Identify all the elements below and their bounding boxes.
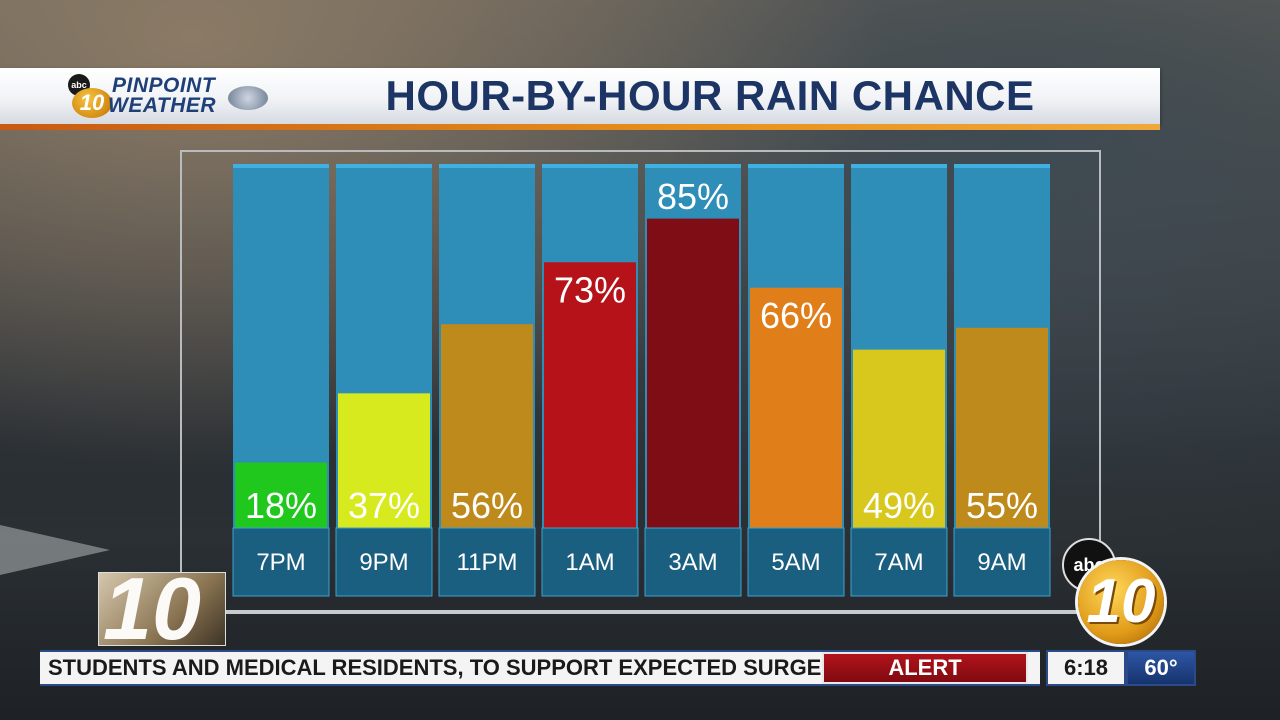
logo-line2: WEATHER <box>108 94 217 117</box>
category-label: 1AM <box>565 549 614 576</box>
bar-column-top-edge <box>542 164 638 168</box>
bar <box>441 324 533 528</box>
value-label: 73% <box>554 269 626 310</box>
category-band <box>232 527 330 597</box>
value-label: 66% <box>760 295 832 336</box>
value-label: 18% <box>245 485 317 526</box>
ten-logo-icon: 10 <box>72 88 112 118</box>
ticker-text: STUDENTS AND MEDICAL RESIDENTS, TO SUPPO… <box>48 655 828 680</box>
bar-column-top-edge <box>851 164 947 168</box>
chart-frame-base <box>180 610 1101 614</box>
category-band <box>644 527 742 597</box>
value-label: 55% <box>966 485 1038 526</box>
title-banner <box>0 68 1160 124</box>
value-label: 85% <box>657 176 729 217</box>
category-band <box>953 527 1051 597</box>
temperature-display: 60° <box>1126 650 1196 686</box>
category-label: 9AM <box>977 549 1026 576</box>
bar <box>853 349 945 528</box>
background-shape <box>0 525 110 575</box>
bar <box>647 218 739 528</box>
pinpoint-weather-logo: abc 10 PINPOINT WEATHER <box>68 72 278 120</box>
value-label: 49% <box>863 485 935 526</box>
logo-line1: PINPOINT <box>112 74 216 97</box>
value-label: 56% <box>451 485 523 526</box>
category-label: 5AM <box>771 549 820 576</box>
bar <box>544 262 636 528</box>
bar-column-top-edge <box>645 164 741 168</box>
bar <box>235 462 327 528</box>
category-band <box>541 527 639 597</box>
bar-column-top-edge <box>336 164 432 168</box>
bar-column-top-edge <box>233 164 329 168</box>
alert-badge: ALERT <box>822 652 1028 684</box>
bar-column-top-edge <box>439 164 535 168</box>
category-label: 11PM <box>457 549 518 576</box>
category-band <box>747 527 845 597</box>
title-banner-stripe <box>0 124 1160 130</box>
bar <box>956 327 1048 528</box>
clock-display: 6:18 <box>1046 650 1126 686</box>
value-label: 37% <box>348 485 420 526</box>
category-band <box>335 527 433 597</box>
inset-ten-logo: 10 <box>98 572 226 646</box>
logo-swoosh-icon <box>228 86 268 110</box>
bar-column-top-edge <box>954 164 1050 168</box>
chart-frame <box>180 150 1101 612</box>
category-band <box>850 527 948 597</box>
category-label: 7AM <box>874 549 923 576</box>
category-label: 3AM <box>668 549 717 576</box>
category-label: 9PM <box>359 549 408 576</box>
category-band <box>438 527 536 597</box>
corner-ten-logo-icon: 10 <box>1078 560 1164 644</box>
chart-title: HOUR-BY-HOUR RAIN CHANCE <box>385 72 1035 119</box>
bar-column-top-edge <box>748 164 844 168</box>
category-label: 7PM <box>256 549 305 576</box>
bar <box>338 393 430 528</box>
bar <box>750 287 842 528</box>
